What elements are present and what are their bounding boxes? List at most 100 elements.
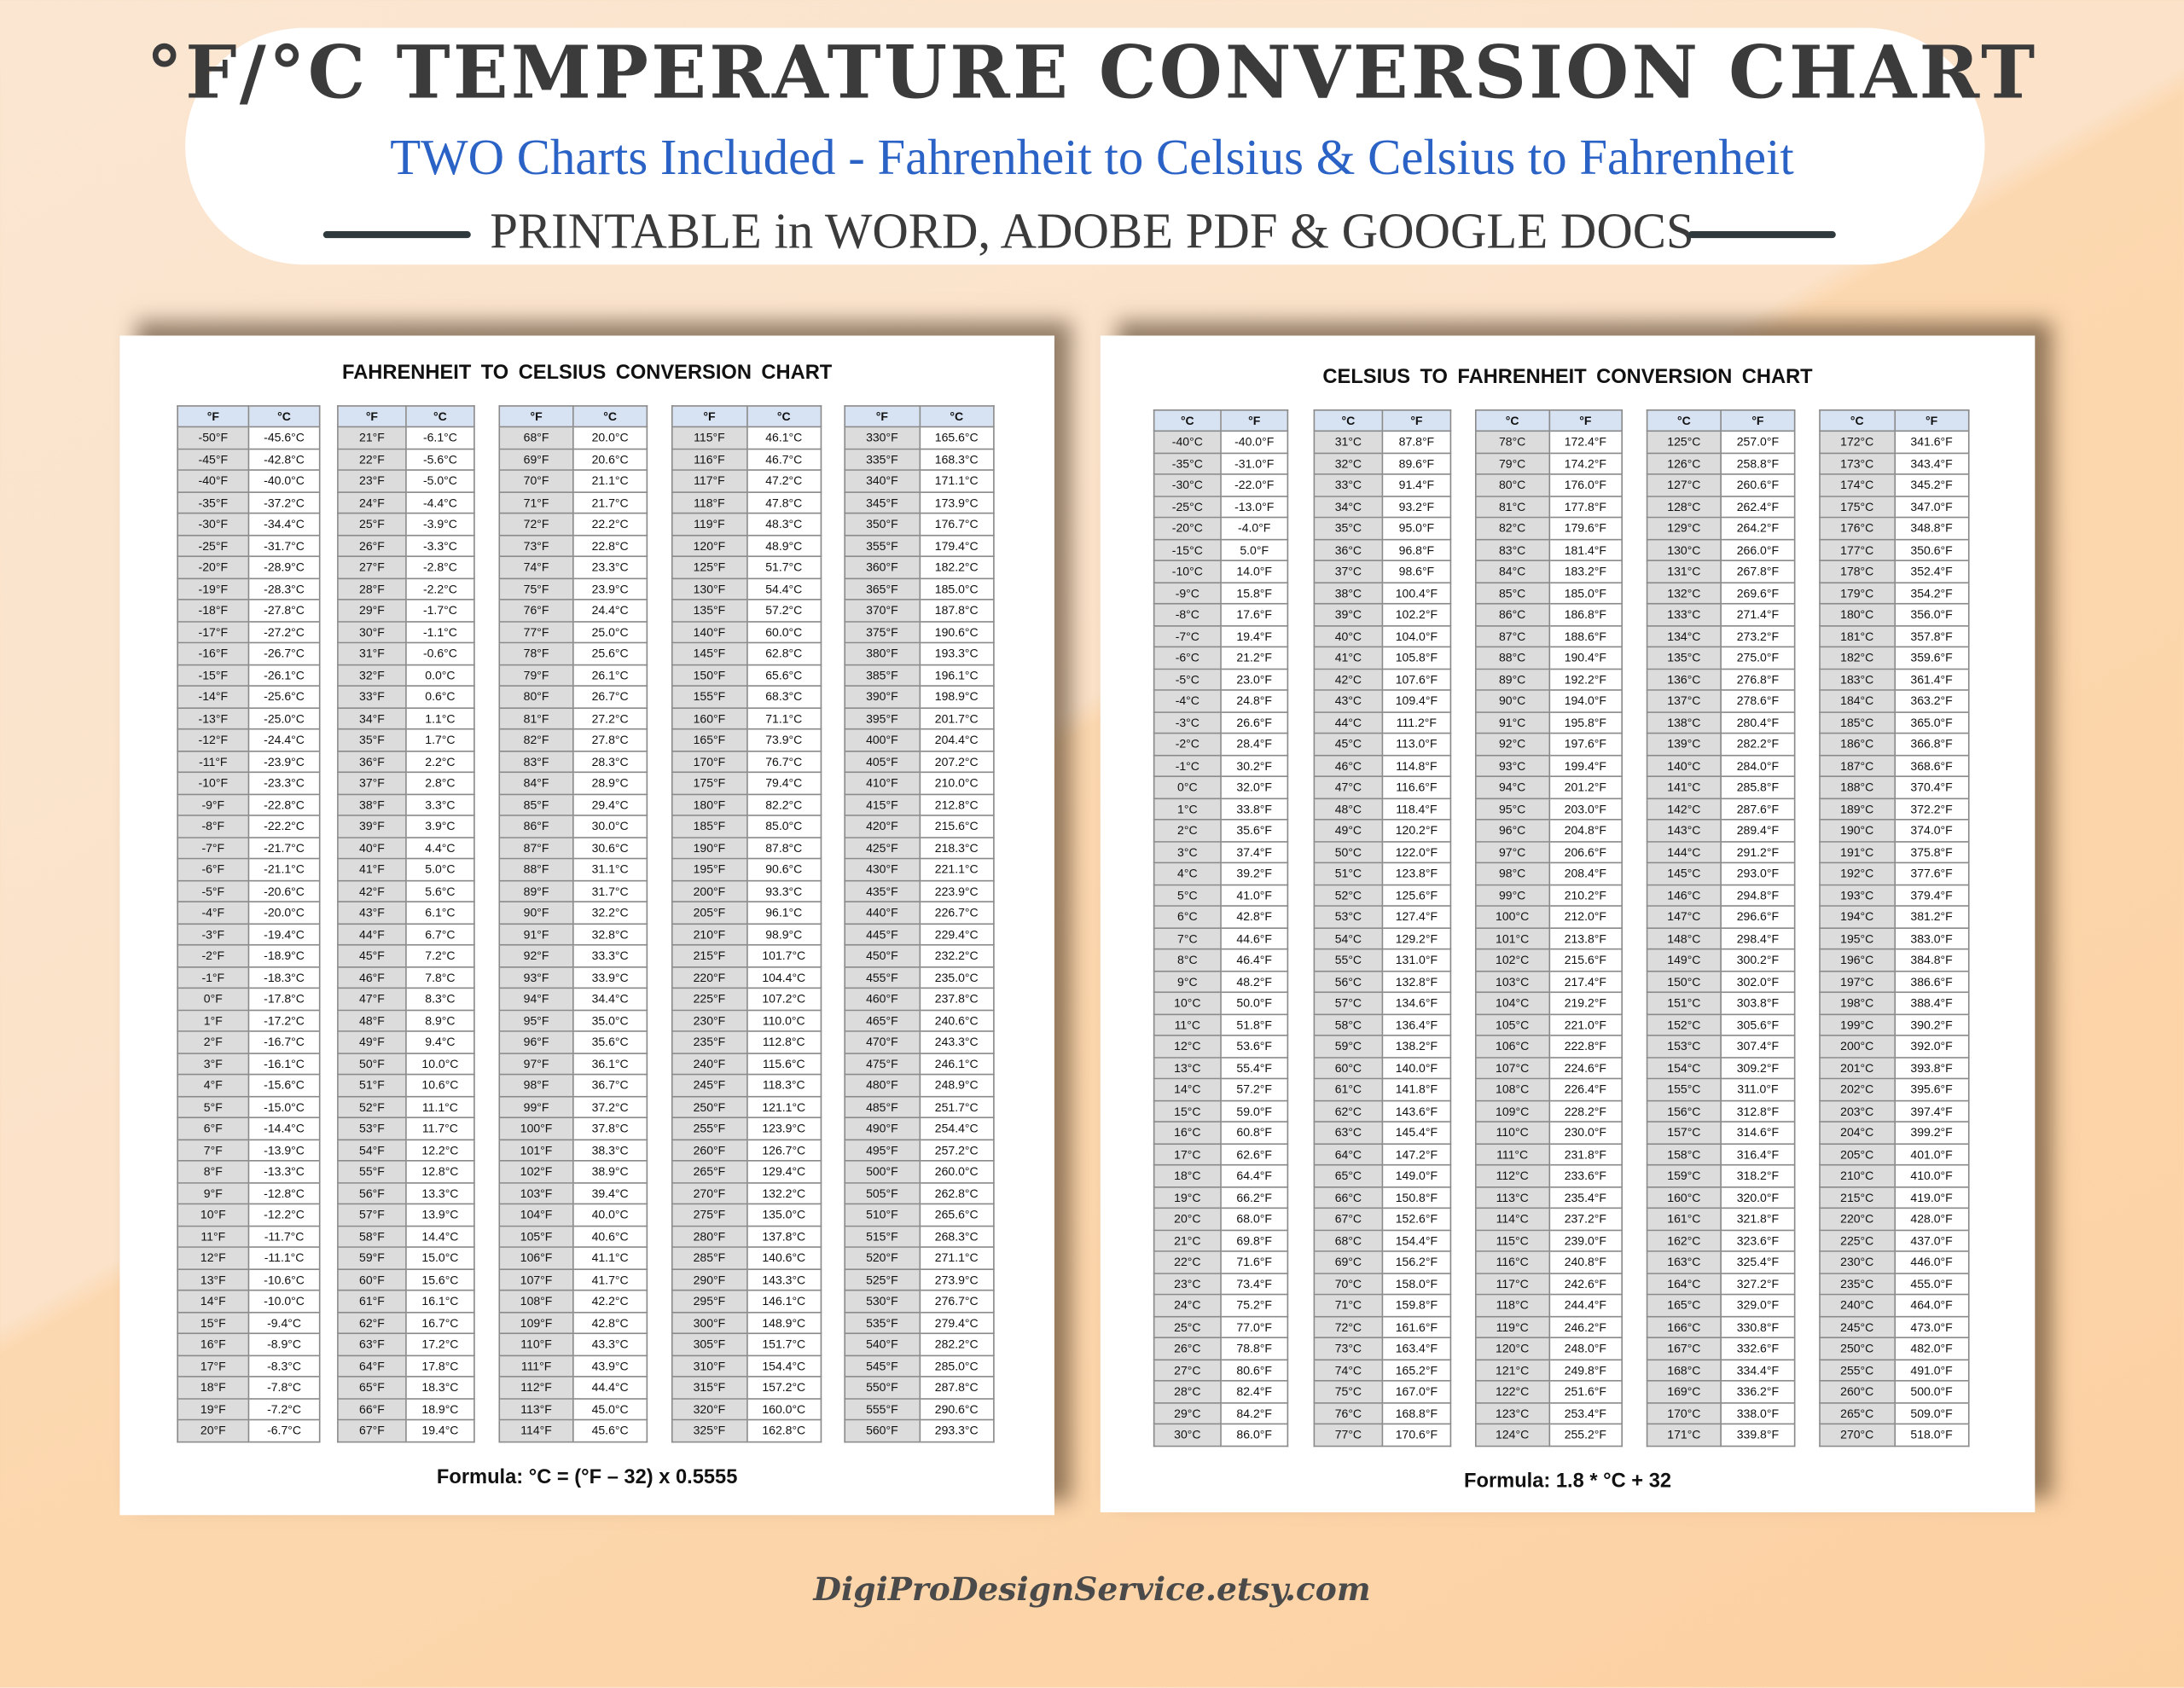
cell: 251.6°F	[1548, 1379, 1623, 1403]
table-row: 295°F 146.1°C	[671, 1289, 822, 1313]
cell: 37°C	[1313, 560, 1384, 583]
cell: 26.7°C	[572, 685, 648, 709]
table-row: 90°F 32.2°C	[498, 901, 648, 925]
table-row: 230°F 110.0°C	[671, 1008, 822, 1032]
cell: 240.8°F	[1548, 1250, 1623, 1274]
cell: 90.6°C	[746, 857, 822, 881]
cell: 118.4°F	[1381, 797, 1452, 821]
table-row: 17°F -8.3°C	[177, 1354, 321, 1378]
cell: 374.0°F	[1893, 819, 1970, 842]
cell: 35.6°F	[1220, 819, 1289, 842]
table-row: 9°C 48.2°F	[1153, 970, 1289, 994]
table-row: 24°C 75.2°F	[1153, 1293, 1289, 1317]
cell: 9°F	[177, 1181, 250, 1205]
cell: 275.0°F	[1720, 646, 1796, 670]
cell: 325.4°F	[1720, 1250, 1796, 1274]
cell: 102°C	[1474, 948, 1550, 972]
cell: 192°C	[1819, 861, 1896, 885]
cell: 16°F	[177, 1332, 250, 1356]
table-row: -9°C 15.8°F	[1153, 581, 1289, 605]
table-row: 44°F 6.7°C	[337, 922, 475, 946]
table-row: 171°C 339.8°F	[1646, 1423, 1796, 1447]
cell: 30.6°C	[572, 836, 648, 860]
cell: 36.1°C	[572, 1052, 648, 1076]
table-row: 151°C 303.8°F	[1646, 991, 1796, 1015]
cell: 7.8°C	[405, 966, 475, 989]
cell: 79.4°C	[746, 771, 822, 795]
cell: 18.9°C	[405, 1397, 475, 1421]
table-row: 180°F 82.2°C	[671, 792, 822, 816]
cell: 43.9°C	[572, 1354, 648, 1378]
table-row: 5°C 41.0°F	[1153, 883, 1289, 907]
cell: 276.7°C	[918, 1289, 995, 1313]
cell: 370°F	[844, 599, 921, 622]
table-row: 510°F 265.6°C	[844, 1203, 995, 1227]
column-header: °F	[337, 405, 407, 428]
table-row: 40°C 104.0°F	[1313, 624, 1452, 648]
cell: 31.7°C	[572, 879, 648, 902]
column-header: °C	[247, 405, 321, 428]
cell: 134°C	[1646, 624, 1722, 648]
cell: 116.6°F	[1381, 775, 1452, 799]
cell: 265°C	[1819, 1401, 1896, 1425]
table-row: 0°C 32.0°F	[1153, 775, 1289, 799]
cell: 40.0°C	[572, 1203, 648, 1227]
cell: -30°C	[1153, 473, 1222, 497]
cell: 86°F	[498, 815, 574, 838]
cell: 14.4°C	[405, 1224, 475, 1248]
conversion-table: °F °C 68°F 20.0°C 69°F 20.6°C 70°F 21.1°C 71°F 21…	[498, 405, 648, 1442]
cell: 230°C	[1819, 1250, 1896, 1274]
cell: 42.8°C	[572, 1311, 648, 1335]
conversion-table: °F °C 115°F 46.1°C 116°F 46.7°C 117°F 47.2°C 118…	[671, 405, 822, 1442]
cell: 144°C	[1646, 840, 1722, 864]
cell: -35°F	[177, 490, 250, 514]
cell: 89°C	[1474, 667, 1550, 691]
cell: 260.0°C	[918, 1160, 995, 1183]
cell: 138°C	[1646, 711, 1722, 734]
cell: 89°F	[498, 879, 574, 902]
cell: 84°C	[1474, 560, 1550, 583]
cell: 287.6°F	[1720, 797, 1796, 821]
cell: 67°F	[337, 1418, 407, 1442]
table-row: 165°F 73.9°C	[671, 728, 822, 751]
table-row: 144°C 291.2°F	[1646, 840, 1796, 864]
cell: 363.2°F	[1893, 689, 1970, 713]
table-row: 7°C 44.6°F	[1153, 926, 1289, 950]
cell: 45°F	[337, 943, 407, 967]
cell: 176°C	[1819, 516, 1896, 540]
cell: 181°C	[1819, 624, 1896, 648]
table-row: 142°C 287.6°F	[1646, 797, 1796, 821]
table-row: 132°C 269.6°F	[1646, 581, 1796, 605]
table-row: 135°F 57.2°C	[671, 599, 822, 622]
cell: 327.2°F	[1720, 1272, 1796, 1296]
table-row: 95°C 203.0°F	[1474, 797, 1623, 821]
cell: -10.0°C	[247, 1289, 321, 1313]
table-row: 157°C 314.6°F	[1646, 1121, 1796, 1145]
table-row: 12°C 53.6°F	[1153, 1035, 1289, 1058]
cell: 32°F	[337, 663, 407, 687]
cell: 278.6°F	[1720, 689, 1796, 713]
cell: 124°C	[1474, 1423, 1550, 1447]
table-row: 70°F 21.1°C	[498, 469, 648, 493]
cell: 4.4°C	[405, 836, 475, 860]
cell: 190.4°F	[1548, 646, 1623, 670]
cell: 65°C	[1313, 1163, 1384, 1187]
cell: 395°F	[844, 706, 921, 730]
cell: -40.0°F	[1220, 430, 1289, 454]
cell: 71.6°F	[1220, 1250, 1289, 1274]
table-row: -40°C -40.0°F	[1153, 430, 1289, 454]
table-row: 115°F 46.1°C	[671, 426, 822, 450]
cell: 158°C	[1646, 1142, 1722, 1166]
header-row: °C °F	[1313, 409, 1452, 432]
table-row: 71°C 159.8°F	[1313, 1293, 1452, 1317]
table-row: 15°C 59.0°F	[1153, 1099, 1289, 1122]
cell: 415°F	[844, 792, 921, 816]
cell: 46.1°C	[746, 426, 822, 450]
cell: 265°F	[671, 1160, 747, 1183]
table-row: 520°F 271.1°C	[844, 1246, 995, 1270]
table-row: 245°C 473.0°F	[1819, 1315, 1970, 1338]
cell: 131°C	[1646, 560, 1722, 583]
cell: 0°F	[177, 987, 250, 1011]
table-row: -15°F -26.1°C	[177, 663, 321, 687]
table-row: 43°C 109.4°F	[1313, 689, 1452, 713]
